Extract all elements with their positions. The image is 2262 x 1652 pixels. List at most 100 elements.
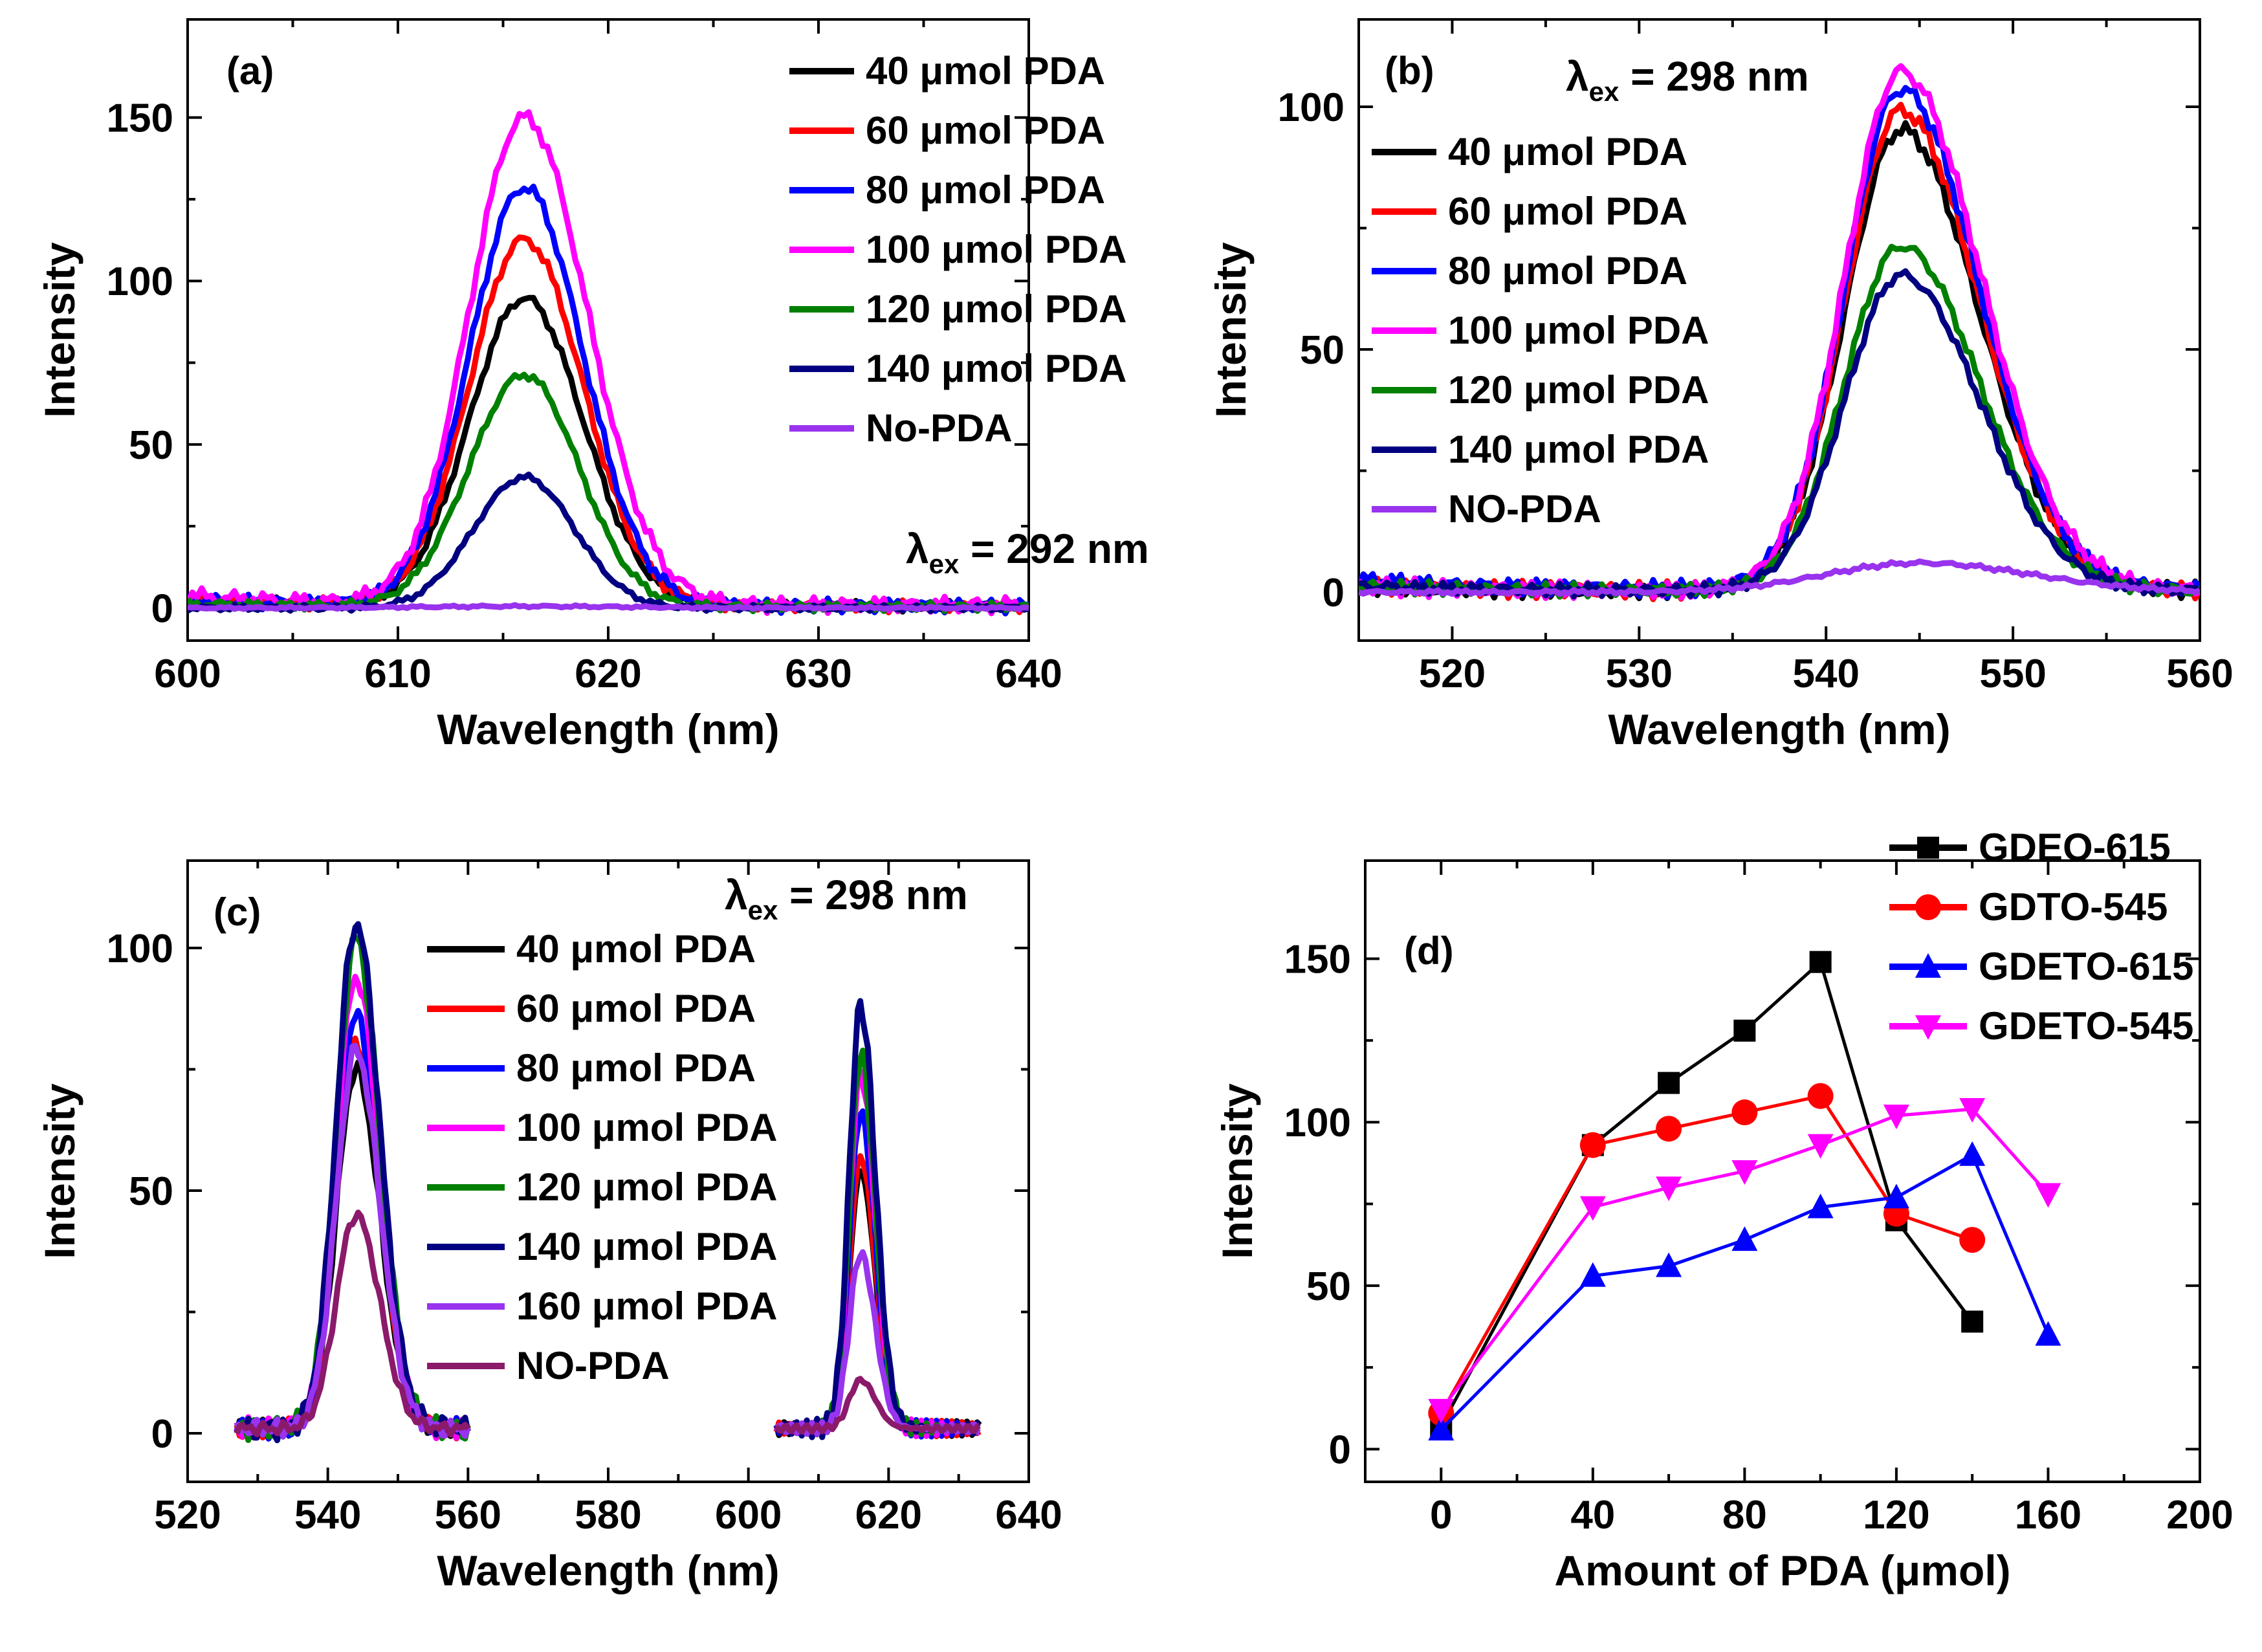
legend-label: 40 μmol PDA [866,49,1105,93]
x-tick-label: 560 [435,1493,501,1537]
legend-label: 80 μmol PDA [516,1046,756,1090]
legend-label: 160 μmol PDA [516,1284,778,1328]
data-point [1733,1019,1756,1042]
data-point [1579,1132,1606,1158]
x-axis-label: Wavelength (nm) [1608,705,1950,753]
plot-frame [1357,18,2201,642]
legend-label: 80 μmol PDA [1448,249,1687,292]
panel-a: 600 610 620 630 640 0 50 100 150 Wavelength (nm) I… [36,18,1149,753]
legend-label: GDTO-545 [1979,885,2168,929]
data-point [1915,894,1941,920]
y-tick-label: 0 [1329,1427,1351,1472]
legend-label: 60 μmol PDA [516,987,756,1030]
legend-label: 140 μmol PDA [1448,428,1709,471]
x-tick-label: 620 [575,652,641,696]
panel-label: (c) [214,890,261,934]
legend-label: 120 μmol PDA [1448,368,1709,412]
data-point [1959,1098,1986,1123]
x-tick-label: 550 [1979,652,2046,696]
series-line [1440,1107,2050,1411]
y-tick-label: 50 [129,1169,173,1214]
x-tick-label: 120 [1863,1493,1929,1537]
data-point [1428,1398,1455,1424]
x-tick-label: 620 [855,1493,922,1537]
data-point [1731,1160,1758,1185]
data-point [1658,1072,1680,1094]
data-point [1731,1226,1758,1251]
x-tick-label: 610 [364,652,431,696]
panel-label: (b) [1385,49,1434,93]
data-point [1883,1184,1909,1209]
panel-label: (a) [226,49,274,93]
data-point [1883,1105,1909,1130]
y-axis-label: Intensity [36,1083,83,1259]
y-tick-label: 100 [1278,85,1345,130]
legend-label: No-PDA [866,406,1013,450]
x-tick-label: 0 [1430,1493,1452,1537]
legend-label: GDETO-615 [1979,945,2193,988]
data-point [1656,1176,1682,1202]
legend-label: 80 μmol PDA [866,168,1105,212]
data-point [1579,1196,1606,1221]
series-line [1359,558,2200,597]
legend-label: 40 μmol PDA [516,927,756,971]
data-point [1915,1015,1941,1040]
y-tick-label: 150 [107,96,173,141]
x-axis-label: Wavelength (nm) [437,1547,779,1594]
x-tick-label: 560 [2166,652,2233,696]
series-line [774,1376,981,1435]
x-axis-label: Wavelength (nm) [437,705,779,753]
legend-label: 100 μmol PDA [516,1106,778,1149]
y-axis-label: Intensity [1207,242,1255,418]
panel-c: 520 540 560 580 600 620 640 0 50 100 Wavelength (n… [36,859,1062,1594]
x-tick-label: 540 [294,1493,361,1537]
excitation-annotation: λex = 298 nm [1566,53,1809,107]
series-line [773,998,981,1440]
y-tick-label: 150 [1284,938,1351,982]
legend-label: 60 μmol PDA [1448,190,1687,233]
legend-label: 40 μmol PDA [1448,130,1687,173]
x-tick-label: 80 [1722,1493,1767,1537]
x-tick-label: 640 [995,652,1062,696]
legend-label: 140 μmol PDA [516,1225,778,1268]
y-tick-label: 50 [1300,328,1345,373]
data-point [1959,1227,1986,1253]
data-point [1959,1141,1986,1166]
excitation-annotation: λex = 298 nm [725,872,968,925]
x-tick-label: 200 [2166,1493,2233,1537]
excitation-annotation: λex = 292 nm [906,525,1149,579]
legend-label: 100 μmol PDA [1448,309,1709,352]
y-tick-label: 100 [107,259,173,304]
panel-d: 0 40 80 120 160 200 0 50 100 150 Amount of PDA (μm… [1213,826,2234,1594]
x-tick-label: 160 [2015,1493,2081,1537]
series-line [188,602,1029,612]
y-axis-label: Intensity [36,242,83,418]
data-point [1807,1134,1834,1159]
legend-label: 100 μmol PDA [866,228,1127,271]
x-tick-label: 540 [1792,652,1859,696]
y-tick-label: 0 [1323,571,1345,615]
legend-label: NO-PDA [516,1344,670,1387]
y-tick-label: 100 [107,927,173,971]
data-point [1656,1116,1682,1142]
data-point [1961,1310,1984,1333]
legend-label: 140 μmol PDA [866,347,1127,390]
plot-frame [1364,859,2201,1483]
series-line [1359,268,2200,600]
series-line [234,1209,471,1438]
series-line [234,921,471,1444]
data-point [1915,953,1941,978]
x-axis-label: Amount of PDA (μmol) [1554,1547,2010,1594]
legend-label: 120 μmol PDA [516,1165,778,1209]
x-tick-label: 520 [154,1493,221,1537]
data-point [1807,1083,1834,1109]
panel-b: 520 530 540 550 560 0 50 100 Wavelength (nm) Inte… [1207,18,2234,753]
x-tick-label: 630 [785,652,851,696]
series-line [1440,1152,2050,1431]
legend-label: GDETO-545 [1979,1004,2193,1048]
x-tick-label: 580 [575,1493,641,1537]
series-line [234,1042,471,1440]
y-tick-label: 0 [151,1412,173,1457]
legend-label: NO-PDA [1448,487,1601,531]
